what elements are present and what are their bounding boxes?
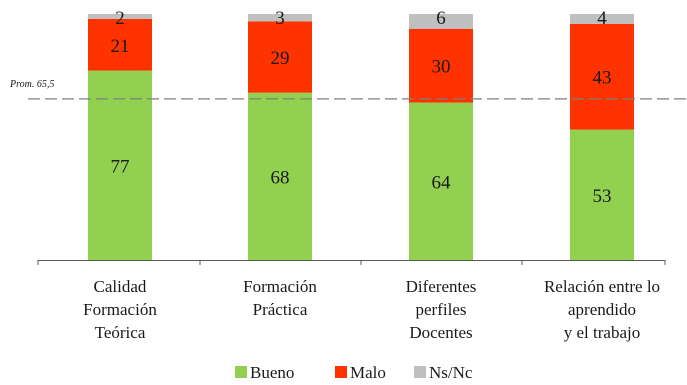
x-axis bbox=[37, 260, 666, 265]
category-label-3: Diferentes perfiles Docentes bbox=[406, 277, 477, 342]
data-label-bueno-2: 68 bbox=[271, 167, 290, 188]
bar-segment-malo-4 bbox=[570, 23, 634, 130]
bar-segment-bueno-2 bbox=[248, 92, 312, 260]
bar-segment-bueno-1 bbox=[88, 70, 152, 260]
category-label-4: Relación entre lo aprendido y el trabajo bbox=[544, 277, 660, 342]
bar-segment-nsnc-4 bbox=[570, 14, 634, 24]
data-label-nsnc-1: 2 bbox=[115, 8, 125, 29]
legend-swatch-malo bbox=[335, 366, 347, 378]
bar-segment-malo-2 bbox=[248, 21, 312, 93]
legend: Bueno Malo Ns/Nc bbox=[235, 363, 473, 382]
data-label-malo-2: 29 bbox=[271, 48, 290, 69]
bar-segment-bueno-4 bbox=[570, 129, 634, 260]
data-label-malo-3: 30 bbox=[432, 57, 451, 78]
data-label-nsnc-3: 6 bbox=[436, 8, 446, 29]
legend-label-bueno: Bueno bbox=[250, 363, 294, 382]
bar-segment-nsnc-1 bbox=[88, 14, 152, 19]
category-labels: Calidad Formación Teórica Formación Práctica… bbox=[83, 277, 660, 342]
data-label-malo-4: 43 bbox=[593, 68, 612, 89]
data-label-bueno-4: 53 bbox=[593, 186, 612, 207]
data-label-bueno-3: 64 bbox=[432, 172, 452, 193]
bar-segment-malo-3 bbox=[409, 28, 473, 103]
bar-segment-nsnc-2 bbox=[248, 14, 312, 22]
bar-segment-bueno-3 bbox=[409, 102, 473, 260]
legend-swatch-bueno bbox=[235, 366, 247, 378]
data-label-nsnc-4: 4 bbox=[597, 8, 607, 29]
average-line-group: Prom. 65,5 bbox=[9, 79, 687, 100]
legend-label-malo: Malo bbox=[350, 363, 386, 382]
legend-swatch-nsnc bbox=[414, 366, 426, 378]
category-label-2: Formación Práctica bbox=[243, 277, 317, 319]
bar-segment-nsnc-3 bbox=[409, 14, 473, 29]
bars-group: 77 21 2 68 29 3 64 30 6 53 43 4 bbox=[88, 8, 634, 260]
data-label-malo-1: 21 bbox=[111, 36, 130, 57]
legend-label-nsnc: Ns/Nc bbox=[429, 363, 473, 382]
bar-segment-malo-1 bbox=[88, 18, 152, 71]
data-label-nsnc-2: 3 bbox=[275, 8, 285, 29]
data-label-bueno-1: 77 bbox=[111, 156, 130, 177]
category-label-1: Calidad Formación Teórica bbox=[83, 277, 157, 342]
average-reference-label: Prom. 65,5 bbox=[9, 79, 54, 90]
